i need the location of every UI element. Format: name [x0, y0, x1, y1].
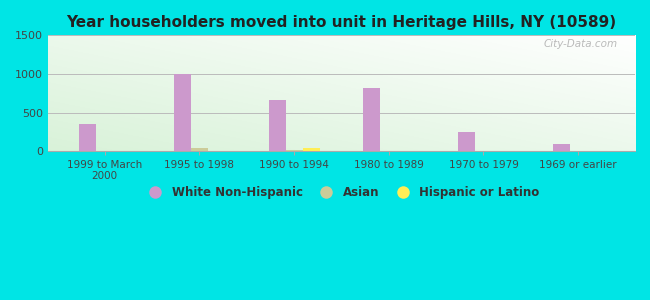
Bar: [363, 88, 380, 152]
Text: City-Data.com: City-Data.com: [543, 39, 618, 49]
Bar: [208, 151, 225, 152]
Bar: [268, 100, 285, 152]
Bar: [79, 124, 96, 152]
Bar: [552, 144, 569, 152]
Bar: [458, 132, 475, 152]
Title: Year householders moved into unit in Heritage Hills, NY (10589): Year householders moved into unit in Her…: [66, 15, 616, 30]
Bar: [174, 74, 191, 152]
Bar: [285, 150, 303, 152]
Bar: [191, 148, 208, 152]
Bar: [303, 148, 320, 152]
Bar: [96, 151, 113, 152]
Legend: White Non-Hispanic, Asian, Hispanic or Latino: White Non-Hispanic, Asian, Hispanic or L…: [138, 181, 544, 203]
Bar: [113, 151, 130, 152]
